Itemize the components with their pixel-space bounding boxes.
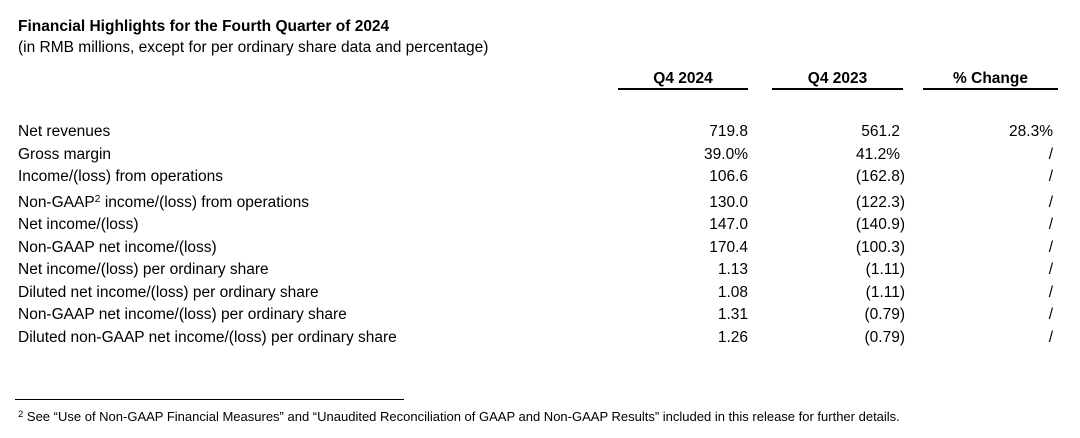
value-pct-change: / <box>1048 193 1053 211</box>
row-label: Income/(loss) from operations <box>18 168 224 185</box>
column-gap <box>748 121 772 144</box>
value-q4-2023: (1.11) <box>865 283 905 301</box>
row-label-text: Non-GAAP <box>18 193 95 211</box>
column-gap <box>748 70 772 90</box>
row-label: Net income/(loss) <box>18 216 139 233</box>
footnote-divider <box>15 399 404 400</box>
table-row: Net income/(loss) 147.0 (140.9) / <box>18 214 1080 237</box>
value-pct-change: / <box>1048 216 1053 233</box>
column-gap <box>748 214 772 237</box>
table-row: Non-GAAP2 income/(loss) from operations … <box>18 192 1080 215</box>
table-row: Net revenues 719.8 561.2 28.3% <box>18 121 1080 144</box>
value-q4-2023: (162.8) <box>855 168 905 185</box>
value-q4-2024: 106.6 <box>709 168 748 185</box>
value-q4-2024: 147.0 <box>709 216 748 233</box>
table-row: Net income/(loss) per ordinary share 1.1… <box>18 259 1080 282</box>
row-label: Diluted non-GAAP net income/(loss) per o… <box>18 328 397 346</box>
footnote-text: See “Use of Non-GAAP Financial Measures”… <box>23 409 900 424</box>
column-header-q4-2023: Q4 2023 <box>772 70 903 90</box>
column-header-pct-change: % Change <box>923 70 1058 90</box>
column-header-empty <box>18 70 618 90</box>
value-q4-2024: 170.4 <box>709 238 748 256</box>
column-gap <box>748 166 772 189</box>
column-gap <box>748 282 772 305</box>
value-q4-2023: (0.79) <box>864 306 906 323</box>
table-body: Net revenues 719.8 561.2 28.3% Gross mar… <box>18 121 1080 349</box>
value-q4-2023: (140.9) <box>855 216 905 233</box>
table-row: Diluted non-GAAP net income/(loss) per o… <box>18 327 1080 350</box>
document-title: Financial Highlights for the Fourth Quar… <box>18 18 390 35</box>
row-label: Diluted net income/(loss) per ordinary s… <box>18 283 319 301</box>
footnote-superscript: 2 <box>18 409 24 420</box>
value-q4-2023: (1.11) <box>865 261 905 278</box>
column-gap <box>748 327 772 350</box>
value-pct-change: / <box>1048 283 1053 301</box>
value-q4-2024: 39.0% <box>704 145 748 163</box>
column-gap <box>748 237 772 260</box>
value-q4-2024: 719.8 <box>709 123 748 140</box>
value-q4-2024: 1.31 <box>717 306 748 323</box>
value-q4-2023: 561.2 <box>861 123 900 140</box>
column-header-q4-2024: Q4 2024 <box>618 70 748 90</box>
value-pct-change: / <box>1048 168 1053 185</box>
row-label: Net income/(loss) per ordinary share <box>18 261 269 278</box>
column-gap <box>748 304 772 327</box>
footnote: 2 See “Use of Non-GAAP Financial Measure… <box>18 408 1080 425</box>
row-label-text: income/(loss) from operations <box>100 193 309 211</box>
row-label: Gross margin <box>18 145 112 163</box>
value-q4-2023: 41.2% <box>856 145 900 163</box>
table-row: Diluted net income/(loss) per ordinary s… <box>18 282 1080 305</box>
row-label: Non-GAAP2 income/(loss) from operations <box>18 192 618 215</box>
document-subtitle: (in RMB millions, except for per ordinar… <box>18 39 489 56</box>
row-label: Non-GAAP net income/(loss) <box>18 238 217 256</box>
financial-highlights-table: Q4 2024 Q4 2023 % Change Net revenues 71… <box>18 70 1080 349</box>
column-gap <box>903 121 923 144</box>
footnote-reference-superscript: 2 <box>94 192 101 205</box>
value-q4-2023: (100.3) <box>855 238 905 256</box>
column-gap <box>748 192 772 215</box>
table-row: Non-GAAP net income/(loss) 170.4 (100.3)… <box>18 237 1080 260</box>
value-pct-change: / <box>1048 238 1053 256</box>
value-q4-2024: 130.0 <box>709 193 748 211</box>
value-pct-change: / <box>1048 328 1053 346</box>
value-pct-change: 28.3% <box>1009 123 1053 140</box>
value-q4-2024: 1.08 <box>717 283 748 301</box>
column-gap <box>748 259 772 282</box>
value-q4-2024: 1.13 <box>717 261 748 278</box>
value-pct-change: / <box>1048 145 1053 163</box>
value-q4-2024: 1.26 <box>717 328 748 346</box>
table-row: Gross margin 39.0% 41.2% / <box>18 144 1080 167</box>
column-gap <box>903 144 923 167</box>
value-q4-2023: (122.3) <box>855 193 905 211</box>
row-label: Net revenues <box>18 123 111 140</box>
value-q4-2023: (0.79) <box>864 328 906 346</box>
column-gap <box>748 144 772 167</box>
column-gap <box>903 70 923 90</box>
table-header-row: Q4 2024 Q4 2023 % Change <box>18 70 1080 90</box>
row-label: Non-GAAP net income/(loss) per ordinary … <box>18 306 347 323</box>
value-pct-change: / <box>1048 261 1053 278</box>
table-row: Income/(loss) from operations 106.6 (162… <box>18 166 1080 189</box>
table-row: Non-GAAP net income/(loss) per ordinary … <box>18 304 1080 327</box>
value-pct-change: / <box>1048 306 1053 323</box>
